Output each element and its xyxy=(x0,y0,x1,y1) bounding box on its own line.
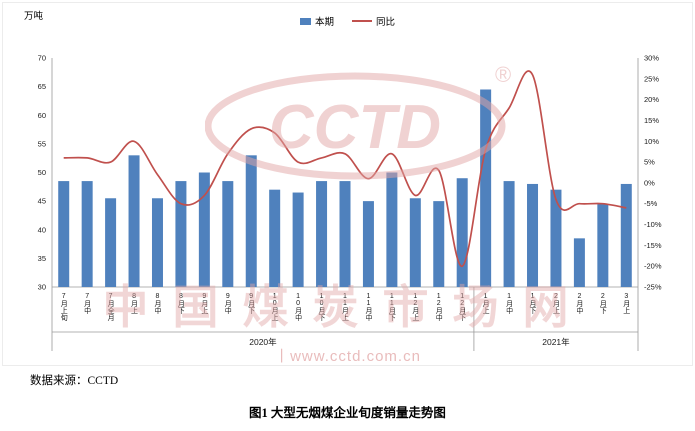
svg-text:60: 60 xyxy=(38,111,46,120)
svg-text:2020年: 2020年 xyxy=(249,337,277,347)
figure-caption: 图1 大型无烟煤企业旬度销量走势图 xyxy=(249,406,446,420)
svg-text:2月上: 2月上 xyxy=(552,293,560,314)
svg-text:2月中: 2月中 xyxy=(576,293,584,315)
svg-text:0%: 0% xyxy=(644,178,655,187)
svg-text:1月上: 1月上 xyxy=(482,293,490,314)
combo-chart-plot: 30 35 40 45 50 55 60 65 70 -25% -20% -15% -10% -5% 0% 5… xyxy=(38,54,662,351)
svg-text:25%: 25% xyxy=(644,74,659,83)
svg-text:45: 45 xyxy=(38,197,46,206)
svg-text:8月中: 8月中 xyxy=(154,293,162,315)
legend-item-line[interactable]: 同比 xyxy=(352,14,395,28)
svg-text:12月下: 12月下 xyxy=(459,293,467,322)
svg-text:10%: 10% xyxy=(644,137,659,146)
svg-text:1月中: 1月中 xyxy=(506,293,513,315)
svg-text:-20%: -20% xyxy=(644,262,662,271)
svg-text:7月中: 7月中 xyxy=(84,293,92,315)
svg-text:8月上: 8月上 xyxy=(131,293,139,314)
line-series-swatch xyxy=(352,20,372,22)
svg-text:-5%: -5% xyxy=(644,199,658,208)
legend-bars-label: 本期 xyxy=(314,17,334,28)
svg-text:10月中: 10月中 xyxy=(295,293,303,322)
legend-line-label: 同比 xyxy=(376,17,396,28)
svg-text:10月下: 10月下 xyxy=(318,293,326,322)
svg-text:1月下: 1月下 xyxy=(529,293,537,315)
svg-text:11月下: 11月下 xyxy=(388,293,396,322)
svg-text:12月中: 12月中 xyxy=(435,293,443,322)
svg-text:2021年: 2021年 xyxy=(542,337,570,347)
svg-text:-15%: -15% xyxy=(644,241,662,250)
svg-text:11月中: 11月中 xyxy=(365,293,373,322)
svg-text:30: 30 xyxy=(38,283,46,292)
svg-text:40: 40 xyxy=(38,225,46,234)
svg-text:9月下: 9月下 xyxy=(248,293,256,315)
svg-text:11月上: 11月上 xyxy=(342,293,350,321)
svg-text:65: 65 xyxy=(38,82,46,91)
svg-text:55: 55 xyxy=(38,139,46,148)
svg-text:-25%: -25% xyxy=(644,283,662,292)
svg-text:30%: 30% xyxy=(644,54,659,63)
data-source-label: 数据来源：CCTD xyxy=(30,375,119,387)
svg-text:70: 70 xyxy=(38,54,46,63)
legend: 本期 同比 xyxy=(0,14,695,28)
svg-text:35: 35 xyxy=(38,254,46,263)
svg-text:50: 50 xyxy=(38,168,46,177)
legend-item-bars[interactable]: 本期 xyxy=(299,14,334,28)
bar-series-swatch xyxy=(299,17,311,25)
svg-text:7月全月: 7月全月 xyxy=(107,293,115,322)
svg-text:8月下: 8月下 xyxy=(177,293,185,315)
svg-text:2月下: 2月下 xyxy=(599,293,607,315)
left-axis-unit-label: 万吨 xyxy=(24,11,44,22)
svg-text:5%: 5% xyxy=(644,158,655,167)
svg-text:7月上旬: 7月上旬 xyxy=(60,293,68,322)
svg-text:10月上: 10月上 xyxy=(271,293,279,321)
svg-text:12月上: 12月上 xyxy=(412,293,420,321)
svg-text:3月上: 3月上 xyxy=(623,293,631,314)
svg-text:20%: 20% xyxy=(644,95,659,104)
svg-text:9月中: 9月中 xyxy=(224,293,232,315)
svg-text:9月上: 9月上 xyxy=(201,293,209,314)
svg-text:15%: 15% xyxy=(644,116,659,125)
svg-text:-10%: -10% xyxy=(644,220,662,229)
